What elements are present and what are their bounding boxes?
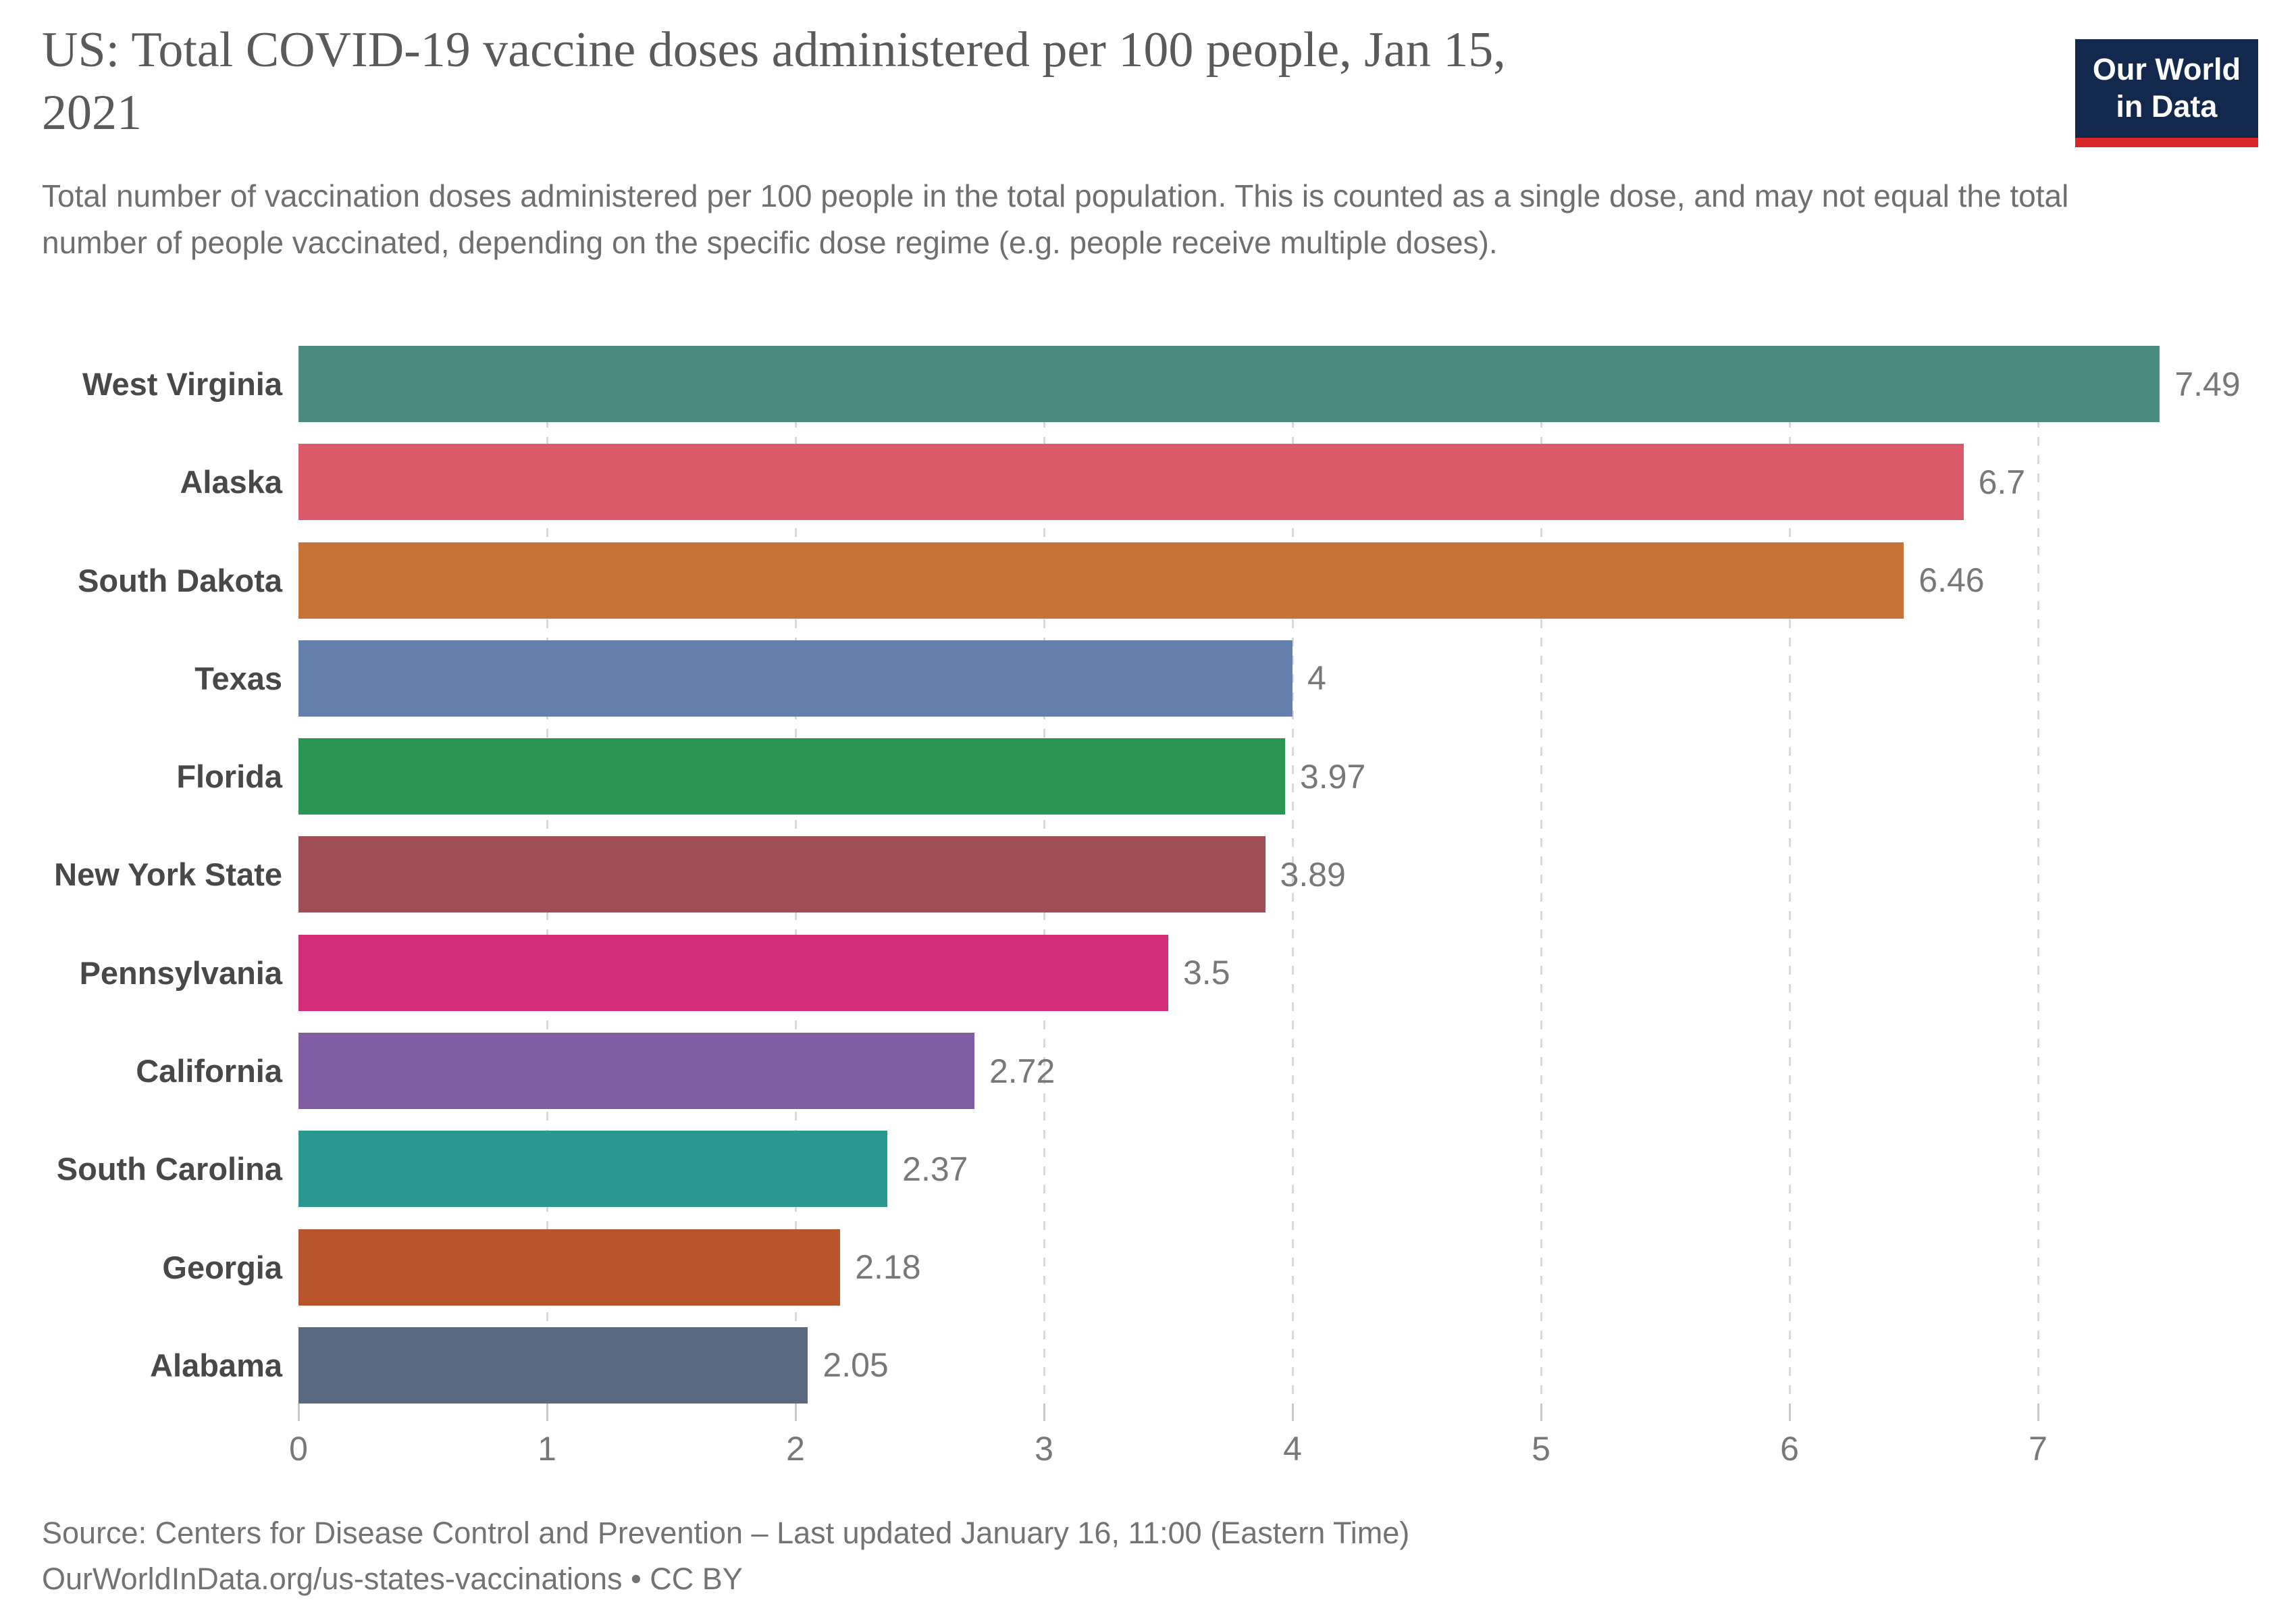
value-label-south-dakota: 6.46 — [1919, 561, 1985, 600]
gridline-x-4 — [1291, 346, 1294, 1404]
tick-mark-x-0 — [297, 1404, 300, 1421]
chart-subtitle: Total number of vaccination doses admini… — [42, 178, 2069, 260]
bar-row-alaska: Alaska 6.7 — [0, 444, 2296, 521]
tick-label-x-1: 1 — [538, 1430, 556, 1468]
value-label-florida: 3.97 — [1299, 757, 1366, 796]
category-label-california: California — [136, 1053, 282, 1089]
bar-alabama[interactable] — [298, 1327, 808, 1404]
bar-row-georgia: Georgia 2.18 — [0, 1229, 2296, 1306]
bar-row-alabama: Alabama 2.05 — [0, 1327, 2296, 1404]
tick-label-x-5: 5 — [1532, 1430, 1550, 1468]
tick-label-x-0: 0 — [289, 1430, 308, 1468]
tick-mark-x-7 — [2037, 1404, 2039, 1421]
bar-california[interactable] — [298, 1033, 974, 1110]
bar-row-pennsylvania: Pennsylvania 3.5 — [0, 934, 2296, 1011]
chart-footer: Source: Centers for Disease Control and … — [42, 1510, 1409, 1601]
gridline-x-5 — [1540, 346, 1542, 1404]
category-label-new-york-state: New York State — [54, 856, 282, 893]
value-label-alabama: 2.05 — [823, 1346, 889, 1385]
bar-pennsylvania[interactable] — [298, 934, 1168, 1011]
tick-mark-x-2 — [794, 1404, 797, 1421]
bar-row-south-dakota: South Dakota 6.46 — [0, 542, 2296, 619]
bar-row-west-virginia: West Virginia 7.49 — [0, 346, 2296, 422]
bar-row-new-york-state: New York State 3.89 — [0, 836, 2296, 913]
bar-south-dakota[interactable] — [298, 542, 1904, 619]
bar-new-york-state[interactable] — [298, 836, 1266, 913]
value-label-texas: 4 — [1307, 659, 1326, 698]
value-label-alaska: 6.7 — [1978, 463, 2026, 501]
gridline-x-6 — [1788, 346, 1791, 1404]
tick-mark-x-5 — [1540, 1404, 1542, 1421]
bar-row-california: California 2.72 — [0, 1033, 2296, 1110]
tick-mark-x-4 — [1291, 1404, 1294, 1421]
tick-label-x-4: 4 — [1283, 1430, 1302, 1468]
bar-rows: West Virginia 7.49 Alaska 6.7 South Dakota 6.… — [0, 346, 2296, 1404]
bar-alaska[interactable] — [298, 444, 1964, 521]
bar-west-virginia[interactable] — [298, 346, 2160, 422]
category-label-south-dakota: South Dakota — [78, 562, 282, 598]
gridline-x-7 — [2037, 346, 2039, 1404]
category-label-south-carolina: South Carolina — [56, 1151, 282, 1187]
tick-mark-x-6 — [1788, 1404, 1791, 1421]
tick-mark-x-1 — [546, 1404, 548, 1421]
category-label-alaska: Alaska — [180, 464, 282, 500]
value-label-california: 2.72 — [989, 1052, 1055, 1090]
bar-south-carolina[interactable] — [298, 1131, 888, 1208]
tick-mark-x-3 — [1043, 1404, 1045, 1421]
bar-florida[interactable] — [298, 738, 1285, 815]
category-label-georgia: Georgia — [162, 1249, 282, 1285]
category-label-pennsylvania: Pennsylvania — [79, 954, 282, 991]
bar-texas[interactable] — [298, 640, 1293, 717]
bar-row-texas: Texas 4 — [0, 640, 2296, 717]
license-link-text: OurWorldInData.org/us-states-vaccination… — [42, 1561, 743, 1596]
value-label-west-virginia: 7.49 — [2174, 365, 2241, 403]
source-note: Source: Centers for Disease Control and … — [42, 1516, 1410, 1550]
category-label-texas: Texas — [194, 660, 282, 696]
chart-title: US: Total COVID-19 vaccine doses adminis… — [42, 22, 1506, 141]
value-label-south-carolina: 2.37 — [902, 1150, 968, 1188]
value-label-pennsylvania: 3.5 — [1183, 954, 1230, 992]
tick-label-x-7: 7 — [2029, 1430, 2047, 1468]
value-label-georgia: 2.18 — [855, 1248, 921, 1287]
value-label-new-york-state: 3.89 — [1280, 855, 1346, 894]
category-label-west-virginia: West Virginia — [82, 366, 282, 402]
category-label-florida: Florida — [176, 758, 282, 795]
owid-logo-line1: Our World — [2092, 52, 2241, 86]
bar-row-florida: Florida 3.97 — [0, 738, 2296, 815]
category-label-alabama: Alabama — [150, 1347, 282, 1383]
bar-georgia[interactable] — [298, 1229, 841, 1306]
tick-label-x-6: 6 — [1780, 1430, 1799, 1468]
tick-label-x-2: 2 — [786, 1430, 805, 1468]
owid-logo: Our World in Data — [2075, 39, 2258, 147]
owid-logo-line2: in Data — [2116, 88, 2218, 124]
tick-label-x-3: 3 — [1035, 1430, 1053, 1468]
bar-row-south-carolina: South Carolina 2.37 — [0, 1131, 2296, 1208]
